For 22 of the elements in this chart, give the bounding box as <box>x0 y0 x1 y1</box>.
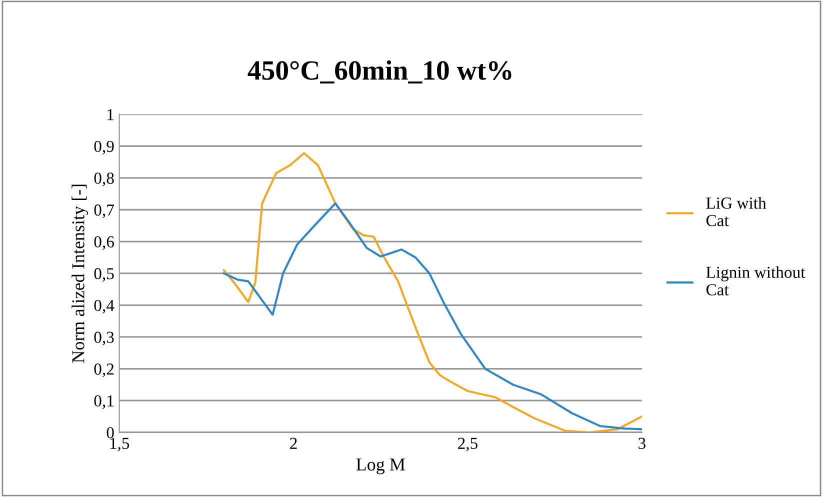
x-tick-label: 2 <box>290 438 297 449</box>
legend-label: Lignin without Cat <box>706 266 806 296</box>
x-tick-label: 3 <box>638 438 646 449</box>
y-tick-label: 0,4 <box>94 300 114 314</box>
line-series <box>222 152 642 432</box>
legend-label: LiG with Cat <box>706 197 766 226</box>
y-tick-label: 0,8 <box>94 172 114 186</box>
y-tick-label: 0,5 <box>94 268 114 282</box>
y-tick-label: 0,7 <box>94 204 114 218</box>
y-tick-label: 1 <box>108 109 114 120</box>
x-tick-label: 2,5 <box>458 438 478 452</box>
y-tick-label: 0,3 <box>94 332 114 346</box>
y-tick-label: 0,2 <box>94 363 114 378</box>
x-tick-label: 1,5 <box>110 438 130 452</box>
y-tick-label: 0,1 <box>94 395 114 409</box>
y-tick-label: 0 <box>106 427 114 438</box>
y-axis-title: Norm alized Intensity [-] <box>72 184 88 363</box>
y-tick-label: 0,6 <box>94 236 114 250</box>
chart-title: 450°C_60min_10 wt% <box>248 60 512 84</box>
line-series <box>222 202 642 430</box>
y-tick-label: 0,9 <box>94 140 114 154</box>
x-axis-title: Log M <box>356 458 405 474</box>
